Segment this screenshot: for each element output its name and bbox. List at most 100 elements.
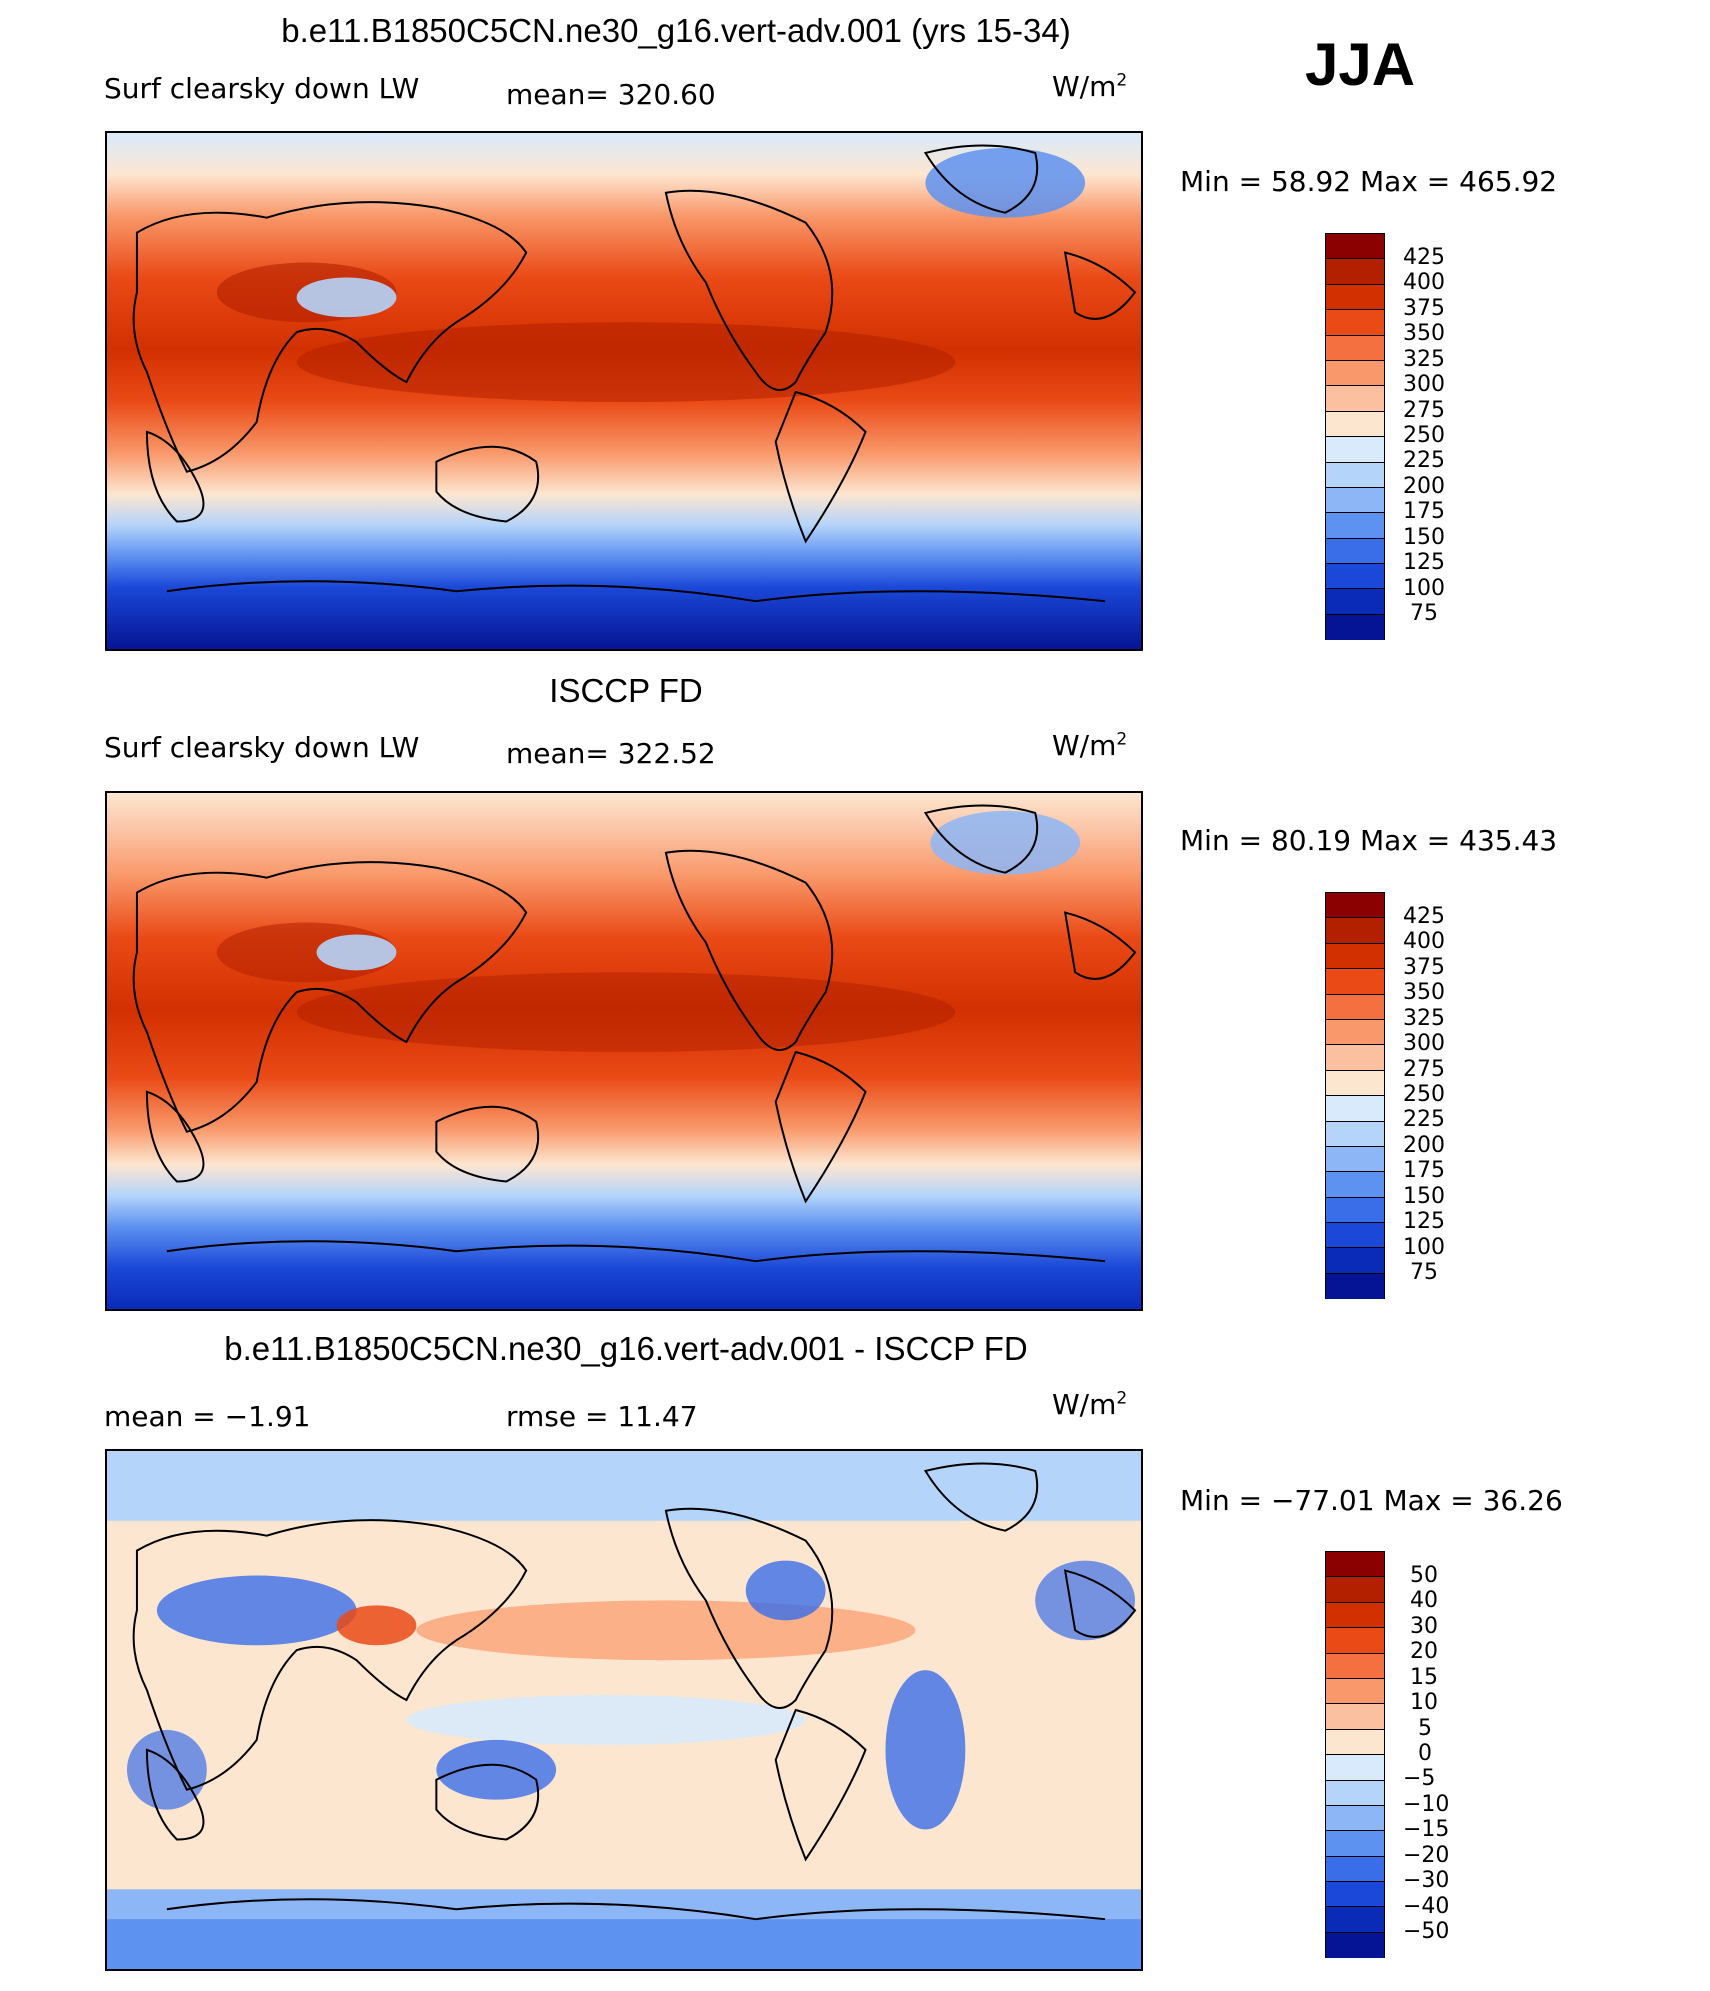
panel-3-colorbar-label: −10 [1403,1792,1450,1817]
panel-1-colorbar-swatch [1326,564,1384,590]
panel-1-colorbar-swatch [1326,386,1384,412]
panel-3-colorbar-label: −5 [1403,1766,1436,1791]
panel-1-colorbar-label: 125 [1403,550,1445,575]
panel-1-map-field [107,133,1141,649]
panel-2-colorbar [1325,892,1385,1300]
panel-1-title: b.e11.B1850C5CN.ne30_g16.vert-adv.001 (y… [281,12,1071,49]
panel-1-colorbar-swatch [1326,589,1384,615]
panel-1-colorbar-label: 300 [1403,372,1445,397]
panel-3-colorbar-swatch [1326,1628,1384,1654]
panel-2-colorbar-swatch [1326,1248,1384,1274]
panel-3-map-field [107,1451,1141,1969]
panel-3-colorbar-label: 10 [1410,1690,1438,1715]
panel-3-colorbar-swatch [1326,1678,1384,1705]
panel-2-colorbar-swatch [1326,994,1384,1020]
panel-3-colorbar-label: 40 [1410,1588,1438,1613]
panel-2-colorbar-label: 125 [1403,1209,1445,1234]
panel-3-colorbar-swatch [1326,1729,1384,1756]
panel-1-colorbar-swatch [1326,310,1384,336]
panel-3-colorbar-swatch [1326,1805,1384,1832]
panel-2-colorbar-label: 375 [1403,955,1445,980]
season-label: JJA [1305,31,1416,98]
panel-2-min-max: Min = 80.19 Max = 435.43 [1180,824,1558,857]
panel-2-mean-label: mean= 322.52 [506,737,716,770]
panel-2-units: W/m2 [1052,729,1128,762]
panel-1-units: W/m2 [1052,70,1128,103]
panel-3-colorbar-swatch [1326,1932,1384,1959]
panel-3-colorbar-label: 5 [1418,1716,1432,1741]
panel-1-colorbar-label: 375 [1403,296,1445,321]
panel-1-colorbar-swatch [1326,437,1384,463]
panel-2-colorbar-swatch [1326,1096,1384,1122]
panel-2-colorbar-swatch [1326,1121,1384,1147]
panel-2-colorbar-label: 150 [1403,1184,1445,1209]
panel-2-title: ISCCP FD [549,672,703,709]
panel-3-title: b.e11.B1850C5CN.ne30_g16.vert-adv.001 - … [224,1330,1028,1367]
panel-3-rmse-label: rmse = 11.47 [506,1400,698,1433]
panel-3-colorbar-swatch [1326,1780,1384,1806]
panel-2-colorbar-label: 200 [1403,1133,1445,1158]
panel-2-colorbar-swatch [1326,1045,1384,1071]
panel-3-colorbar-label: 15 [1410,1665,1438,1690]
panel-1-colorbar-label: 100 [1403,576,1445,601]
panel-3-colorbar-swatch [1326,1602,1384,1629]
panel-2-colorbar-label: 350 [1403,980,1445,1005]
panel-3-colorbar-swatch [1326,1831,1384,1857]
panel-3-mean-label: mean = −1.91 [104,1400,311,1433]
panel-3-units: W/m2 [1052,1388,1128,1421]
panel-1-colorbar-label: 400 [1403,270,1445,295]
panel-2-colorbar-swatch [1326,1070,1384,1097]
panel-1-colorbar-swatch [1326,335,1384,361]
panel-1-colorbar-label: 200 [1403,474,1445,499]
panel-2-colorbar-label: 250 [1403,1082,1445,1107]
panel-2-colorbar-swatch [1326,1019,1384,1046]
panel-3-colorbar-swatch [1326,1755,1384,1781]
panel-2-colorbar-swatch [1326,1273,1384,1300]
panel-3-colorbar-swatch [1326,1856,1384,1883]
panel-3-map [105,1449,1143,1971]
panel-3-colorbar-swatch [1326,1882,1384,1908]
panel-1-map [105,131,1143,651]
panel-1-colorbar-label: 425 [1403,245,1445,270]
panel-1-colorbar-label: 150 [1403,525,1445,550]
panel-3-colorbar-swatch [1326,1552,1384,1578]
panel-2-map [105,791,1143,1311]
panel-1-colorbar-label: 250 [1403,423,1445,448]
panel-1-colorbar-label: 75 [1410,601,1438,626]
panel-3-colorbar [1325,1551,1385,1959]
panel-1-colorbar-label: 225 [1403,448,1445,473]
panel-1-min-max: Min = 58.92 Max = 465.92 [1180,165,1558,198]
panel-2-colorbar-swatch [1326,1197,1384,1224]
panel-2-colorbar-label: 325 [1403,1006,1445,1031]
panel-3-colorbar-label: −30 [1403,1868,1450,1893]
panel-3-colorbar-swatch [1326,1653,1384,1679]
panel-3-colorbar-swatch [1326,1907,1384,1933]
panel-2-colorbar-label: 300 [1403,1031,1445,1056]
panel-3-colorbar-label: 50 [1410,1563,1438,1588]
panel-2-variable-label: Surf clearsky down LW [104,731,420,764]
panel-3-colorbar-label: 30 [1410,1614,1438,1639]
panel-3-colorbar-label: −20 [1403,1843,1450,1868]
panel-3-colorbar-swatch [1326,1704,1384,1730]
panel-1-colorbar-swatch [1326,614,1384,641]
panel-1-mean-label: mean= 320.60 [506,78,716,111]
panel-1-colorbar-label: 275 [1403,398,1445,423]
panel-2-colorbar-label: 75 [1410,1260,1438,1285]
panel-2-colorbar-swatch [1326,943,1384,970]
panel-1-colorbar [1325,233,1385,641]
panel-3-colorbar-label: −50 [1403,1919,1450,1944]
panel-1-colorbar-swatch [1326,462,1384,488]
panel-1-colorbar-swatch [1326,513,1384,539]
panel-2-colorbar-label: 100 [1403,1235,1445,1260]
panel-2-colorbar-swatch [1326,969,1384,995]
panel-1-colorbar-swatch [1326,259,1384,285]
panel-2-colorbar-label: 275 [1403,1057,1445,1082]
panel-1-colorbar-label: 350 [1403,321,1445,346]
panel-2-colorbar-swatch [1326,1223,1384,1249]
panel-3-colorbar-swatch [1326,1577,1384,1603]
panel-1-variable-label: Surf clearsky down LW [104,72,420,105]
panel-1-colorbar-swatch [1326,234,1384,260]
panel-3-colorbar-label: −40 [1403,1894,1450,1919]
panel-3-min-max: Min = −77.01 Max = 36.26 [1180,1484,1563,1517]
panel-3-colorbar-label: −15 [1403,1817,1450,1842]
